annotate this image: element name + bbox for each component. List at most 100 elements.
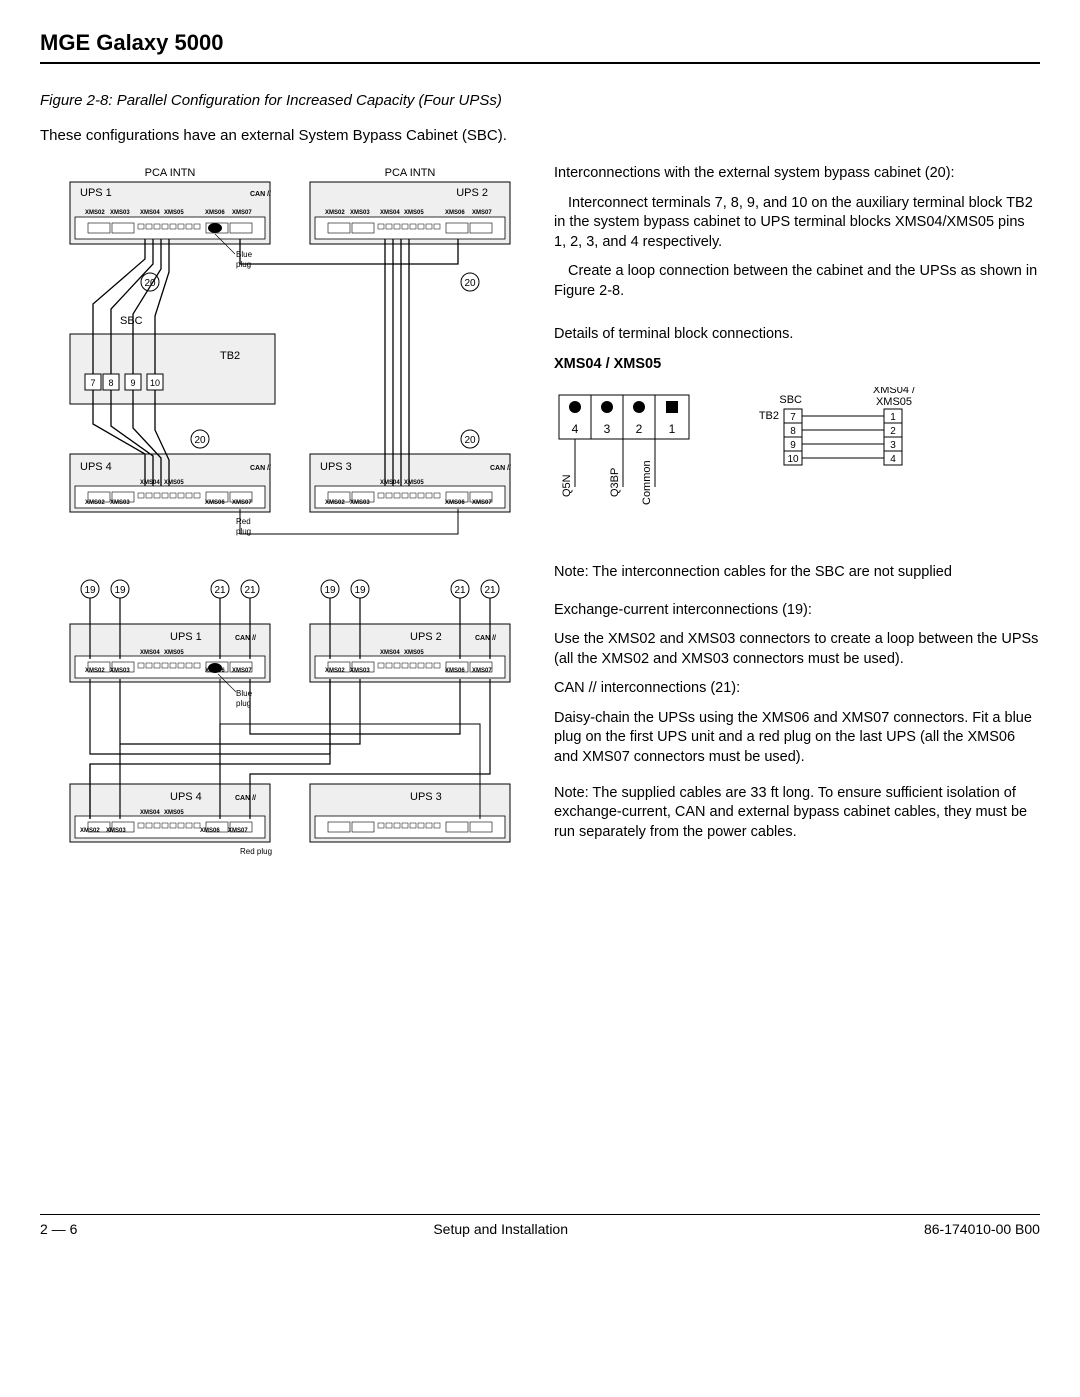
- figure-caption: Figure 2-8: Parallel Configuration for I…: [40, 92, 1040, 109]
- svg-text:plug: plug: [236, 527, 251, 536]
- text-column: Interconnections with the external syste…: [554, 164, 1040, 914]
- svg-text:XMS05: XMS05: [164, 810, 184, 816]
- svg-text:XMS03: XMS03: [350, 668, 370, 674]
- pca-intn-label-2: PCA INTN: [385, 167, 436, 179]
- page-title: MGE Galaxy 5000: [40, 30, 1040, 64]
- p-interconnect-body2: Create a loop connection between the cab…: [554, 262, 1040, 301]
- svg-text:XMS06: XMS06: [445, 500, 465, 506]
- svg-text:SBC: SBC: [779, 394, 802, 406]
- svg-text:XMS05: XMS05: [164, 650, 184, 656]
- svg-text:XMS03: XMS03: [106, 828, 126, 834]
- svg-text:7: 7: [790, 412, 796, 423]
- svg-text:8: 8: [790, 426, 796, 437]
- footer-left: 2 — 6: [40, 1221, 77, 1237]
- svg-text:21: 21: [244, 585, 256, 596]
- svg-text:XMS04: XMS04: [380, 650, 400, 656]
- svg-text:TB2: TB2: [220, 350, 240, 362]
- svg-text:XMS05: XMS05: [404, 650, 424, 656]
- svg-text:CAN //: CAN //: [475, 635, 496, 642]
- svg-text:8: 8: [108, 378, 113, 388]
- svg-text:3: 3: [890, 440, 896, 451]
- svg-text:UPS 3: UPS 3: [320, 461, 352, 473]
- svg-text:XMS06: XMS06: [445, 668, 465, 674]
- svg-text:10: 10: [787, 454, 799, 465]
- svg-text:2: 2: [890, 426, 896, 437]
- svg-text:UPS 4: UPS 4: [80, 461, 112, 473]
- svg-text:XMS02: XMS02: [85, 210, 105, 216]
- svg-text:XMS05: XMS05: [404, 480, 424, 486]
- svg-text:21: 21: [214, 585, 226, 596]
- svg-text:XMS02: XMS02: [325, 210, 345, 216]
- bottom-diagram: 19 19 21 21 19 19 21 21 UPS 1 CAN // XMS…: [40, 574, 530, 914]
- svg-text:4: 4: [890, 454, 896, 465]
- pca-intn-label-1: PCA INTN: [145, 167, 196, 179]
- svg-text:19: 19: [324, 585, 336, 596]
- svg-text:XMS04: XMS04: [380, 480, 400, 486]
- p-interconnect-body1: Interconnect terminals 7, 8, 9, and 10 o…: [554, 194, 1040, 253]
- svg-text:19: 19: [84, 585, 96, 596]
- svg-text:XMS05: XMS05: [404, 210, 424, 216]
- details-heading: Details of terminal block connections.: [554, 325, 1040, 345]
- p-can-body: Daisy-chain the UPSs using the XMS06 and…: [554, 709, 1040, 768]
- svg-text:XMS02: XMS02: [325, 500, 345, 506]
- svg-text:XMS06: XMS06: [200, 828, 220, 834]
- svg-text:4: 4: [572, 422, 579, 436]
- svg-text:XMS04: XMS04: [140, 650, 160, 656]
- svg-text:TB2: TB2: [759, 410, 779, 422]
- svg-text:UPS 2: UPS 2: [456, 187, 488, 199]
- svg-text:XMS05: XMS05: [164, 480, 184, 486]
- svg-text:7: 7: [90, 378, 95, 388]
- svg-text:plug: plug: [236, 699, 251, 708]
- svg-text:19: 19: [114, 585, 126, 596]
- svg-text:20: 20: [464, 278, 476, 289]
- svg-text:1: 1: [669, 422, 676, 436]
- svg-text:XMS03: XMS03: [110, 668, 130, 674]
- svg-text:1: 1: [890, 412, 896, 423]
- svg-text:Q5N: Q5N: [561, 474, 573, 497]
- svg-text:XMS06: XMS06: [445, 210, 465, 216]
- svg-text:XMS07: XMS07: [232, 668, 252, 674]
- xms-subheading: XMS04 / XMS05: [554, 355, 1040, 375]
- diagram-column: PCA INTN PCA INTN UPS 1 CAN // XMS02 XMS…: [40, 164, 530, 914]
- svg-text:XMS03: XMS03: [350, 210, 370, 216]
- svg-text:XMS04 /: XMS04 /: [873, 387, 916, 396]
- svg-text:CAN //: CAN //: [250, 191, 271, 198]
- footer-center: Setup and Installation: [433, 1221, 568, 1237]
- svg-text:XMS05: XMS05: [876, 396, 912, 408]
- svg-text:CAN //: CAN //: [250, 465, 271, 472]
- svg-text:XMS04: XMS04: [140, 210, 160, 216]
- svg-text:UPS 2: UPS 2: [410, 631, 442, 643]
- svg-text:UPS 3: UPS 3: [410, 791, 442, 803]
- svg-text:21: 21: [484, 585, 496, 596]
- svg-text:XMS03: XMS03: [110, 500, 130, 506]
- svg-text:UPS 1: UPS 1: [80, 187, 112, 199]
- svg-text:CAN //: CAN //: [235, 795, 256, 802]
- svg-text:UPS 1: UPS 1: [170, 631, 202, 643]
- svg-text:19: 19: [354, 585, 366, 596]
- svg-text:SBC: SBC: [120, 315, 143, 327]
- svg-text:XMS04: XMS04: [380, 210, 400, 216]
- svg-text:Common: Common: [641, 460, 653, 505]
- svg-text:XMS07: XMS07: [472, 668, 492, 674]
- tb-detail-diagram: 4 3 2 1 Q5N Q3BP Common SBC XMS04 / XMS0…: [554, 387, 954, 547]
- svg-text:3: 3: [604, 422, 611, 436]
- p-interconnect-heading: Interconnections with the external syste…: [554, 164, 1040, 184]
- svg-text:XMS04: XMS04: [140, 810, 160, 816]
- svg-text:XMS07: XMS07: [232, 210, 252, 216]
- svg-text:XMS07: XMS07: [472, 500, 492, 506]
- svg-text:CAN //: CAN //: [235, 635, 256, 642]
- svg-text:20: 20: [464, 435, 476, 446]
- svg-text:XMS07: XMS07: [472, 210, 492, 216]
- svg-text:XMS02: XMS02: [325, 668, 345, 674]
- svg-text:Q3BP: Q3BP: [609, 467, 621, 496]
- svg-text:XMS04: XMS04: [140, 480, 160, 486]
- svg-text:XMS02: XMS02: [85, 668, 105, 674]
- svg-text:XMS06: XMS06: [205, 210, 225, 216]
- note-sbc-cables: Note: The interconnection cables for the…: [554, 563, 1040, 583]
- page-footer: 2 — 6 Setup and Installation 86-174010-0…: [40, 1214, 1040, 1237]
- svg-text:20: 20: [194, 435, 206, 446]
- svg-text:CAN //: CAN //: [490, 465, 511, 472]
- p-can-heading: CAN // interconnections (21):: [554, 679, 1040, 699]
- blue-plug-label: Blue: [236, 250, 253, 259]
- svg-text:XMS07: XMS07: [232, 500, 252, 506]
